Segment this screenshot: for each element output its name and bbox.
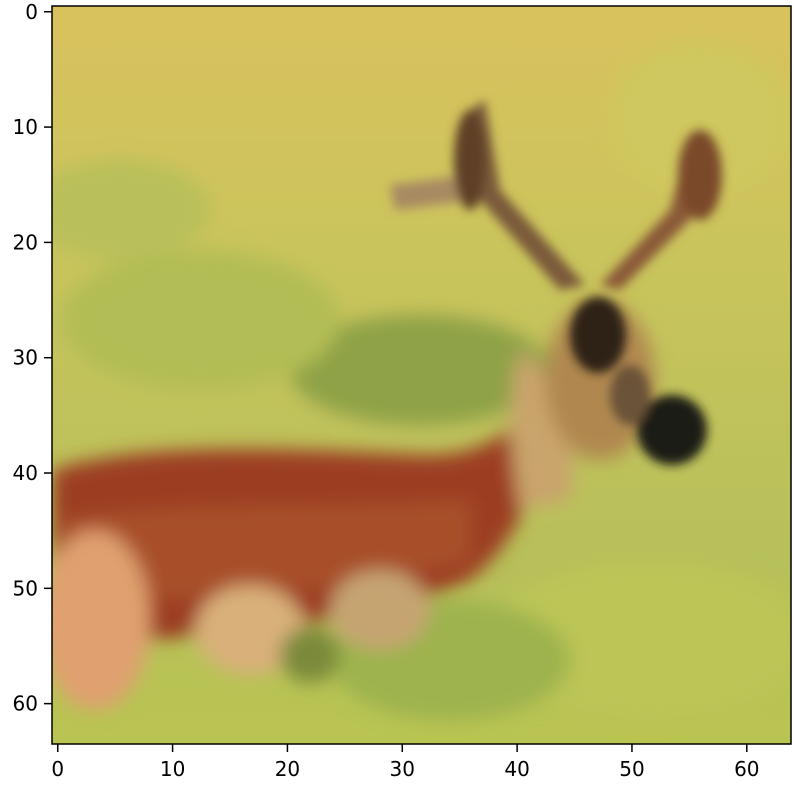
grass-patch <box>52 160 210 260</box>
antler-left-tip <box>454 110 486 210</box>
y-tick-label: 50 <box>13 576 38 600</box>
deer-nose <box>637 395 707 465</box>
y-tick-label: 30 <box>13 346 38 370</box>
y-tick-label: 40 <box>13 461 38 485</box>
deer-leg <box>330 570 430 650</box>
y-tick-label: 0 <box>25 0 38 24</box>
x-tick-label: 40 <box>504 757 529 781</box>
grass-patch <box>610 40 790 200</box>
x-tick-label: 30 <box>390 757 415 781</box>
deer-leg-light <box>52 530 150 710</box>
x-axis-ticks: 0 10 20 30 40 50 60 <box>51 744 760 781</box>
grass-between-legs <box>280 627 340 683</box>
y-tick-label: 20 <box>13 230 38 254</box>
x-tick-label: 60 <box>734 757 759 781</box>
x-tick-label: 50 <box>619 757 644 781</box>
y-tick-label: 60 <box>13 692 38 716</box>
antler-left-tine <box>390 175 475 210</box>
antler-left <box>470 100 585 290</box>
y-axis-ticks: 0 10 20 30 40 50 60 <box>13 0 52 716</box>
image-content <box>52 6 791 744</box>
deer-face-shadow <box>610 365 650 425</box>
antler-right-tip <box>678 130 722 220</box>
axes-frame <box>51 5 792 745</box>
grass-patch <box>490 560 791 720</box>
x-tick-label: 10 <box>160 757 185 781</box>
y-tick-label: 10 <box>13 115 38 139</box>
grass-patch-dark <box>290 315 550 425</box>
grass-patch <box>60 250 340 390</box>
deer-belly-light <box>195 585 305 675</box>
deer-neck <box>510 350 573 510</box>
deer-eye <box>570 297 626 373</box>
x-tick-label: 0 <box>51 757 64 781</box>
x-tick-label: 20 <box>275 757 300 781</box>
